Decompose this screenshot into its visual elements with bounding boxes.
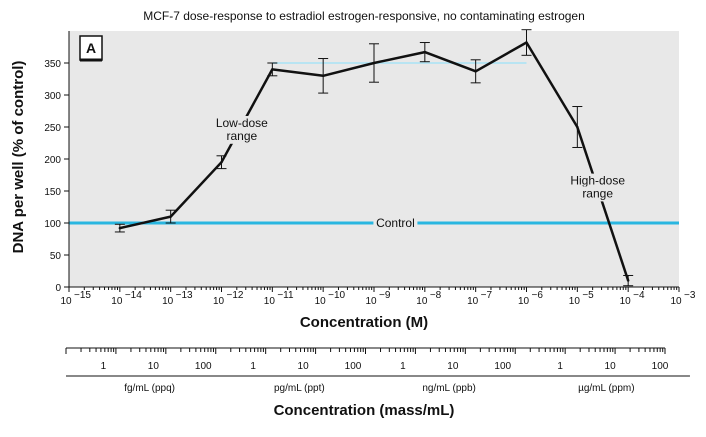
mass-tick-label: 1 <box>557 361 563 372</box>
x-tick-superscript: −6 <box>532 290 544 301</box>
x-tick-superscript: −7 <box>481 290 493 301</box>
x-tick-superscript: −5 <box>582 290 594 301</box>
data-point <box>525 41 528 44</box>
mass-tick-label: 1 <box>250 361 256 372</box>
x-tick-superscript: −3 <box>684 290 696 301</box>
data-point <box>118 226 122 230</box>
mass-tick-label: 10 <box>148 361 160 372</box>
mass-unit-label: µg/mL (ppm) <box>578 383 635 394</box>
annotation-label: range <box>226 129 257 143</box>
mass-axis: 1 10 100 fg/mL (ppq) 1 10 100 pg/mL (ppt) 1 10 100… <box>65 347 690 394</box>
annotation-label: Low-dose <box>216 116 268 130</box>
x-tick-superscript: −4 <box>633 290 645 301</box>
y-tick-label: 50 <box>50 251 62 262</box>
mass-unit-label: ng/mL (ppb) <box>422 383 476 394</box>
annotation-label: range <box>582 186 613 200</box>
mass-tick-label: 100 <box>494 361 511 372</box>
x-tick-label: 10 <box>518 296 530 307</box>
data-point <box>626 279 630 282</box>
control-label-bg <box>373 215 418 231</box>
x-tick-label: 10 <box>315 296 327 307</box>
x-tick-superscript: −15 <box>74 290 91 301</box>
data-point <box>169 215 172 218</box>
annotation-bg <box>211 116 272 131</box>
data-point <box>271 68 274 71</box>
mass-tick-label: 10 <box>447 361 459 372</box>
x-tick-superscript: −14 <box>125 290 142 301</box>
mass-tick-label: 100 <box>345 361 362 372</box>
x-tick-label: 10 <box>264 296 276 307</box>
x-tick-superscript: −10 <box>328 290 345 301</box>
x-tick-label: 10 <box>365 296 377 307</box>
mass-axis-title: Concentration (mass/mL) <box>274 402 455 419</box>
x-tick-label: 10 <box>213 296 225 307</box>
x-tick-label: 10 <box>670 296 682 307</box>
annotation-bg <box>567 186 628 202</box>
data-point <box>423 50 427 54</box>
x-tick-label: 10 <box>620 296 632 307</box>
x-tick-label: 10 <box>569 296 581 307</box>
mass-tick-label: 10 <box>605 361 617 372</box>
x-axis-title: Concentration (M) <box>300 314 428 331</box>
x-tick-superscript: −11 <box>277 290 294 301</box>
data-point <box>372 61 376 65</box>
data-point <box>321 74 325 78</box>
mass-unit-label: fg/mL (ppq) <box>124 383 175 394</box>
y-tick-label: 0 <box>55 283 61 294</box>
annotation-bg <box>567 173 628 189</box>
x-tick-superscript: −8 <box>430 290 442 301</box>
mass-tick-label: 1 <box>101 361 107 372</box>
y-tick-label: 200 <box>44 155 61 166</box>
control-label: Control <box>376 216 415 230</box>
annotation-bg <box>211 128 272 144</box>
plot-area: Control05010015020025030035010−1510−1410… <box>44 29 696 307</box>
chart-title: MCF-7 dose-response to estradiol estroge… <box>143 9 585 23</box>
x-tick-superscript: −12 <box>227 290 244 301</box>
mass-tick-label: 100 <box>652 361 669 372</box>
data-point <box>220 161 223 164</box>
panel-label: A <box>86 40 96 56</box>
x-tick-label: 10 <box>60 296 72 307</box>
annotation-label: High-dose <box>570 174 625 188</box>
mass-unit-label: pg/mL (ppt) <box>274 383 325 394</box>
mass-tick-label: 1 <box>400 361 406 372</box>
data-point <box>474 70 477 73</box>
x-tick-label: 10 <box>467 296 479 307</box>
y-tick-label: 100 <box>44 219 61 230</box>
x-tick-label: 10 <box>111 296 123 307</box>
y-tick-label: 150 <box>44 187 61 198</box>
y-tick-label: 300 <box>44 91 61 102</box>
x-tick-label: 10 <box>162 296 174 307</box>
mass-tick-label: 10 <box>298 361 310 372</box>
x-tick-superscript: −9 <box>379 290 391 301</box>
data-point <box>576 125 579 129</box>
y-tick-label: 350 <box>44 59 61 70</box>
x-tick-superscript: −13 <box>176 290 193 301</box>
x-tick-label: 10 <box>416 296 428 307</box>
y-axis-title: DNA per well (% of control) <box>10 61 27 254</box>
mass-tick-label: 100 <box>195 361 212 372</box>
y-tick-label: 250 <box>44 123 61 134</box>
